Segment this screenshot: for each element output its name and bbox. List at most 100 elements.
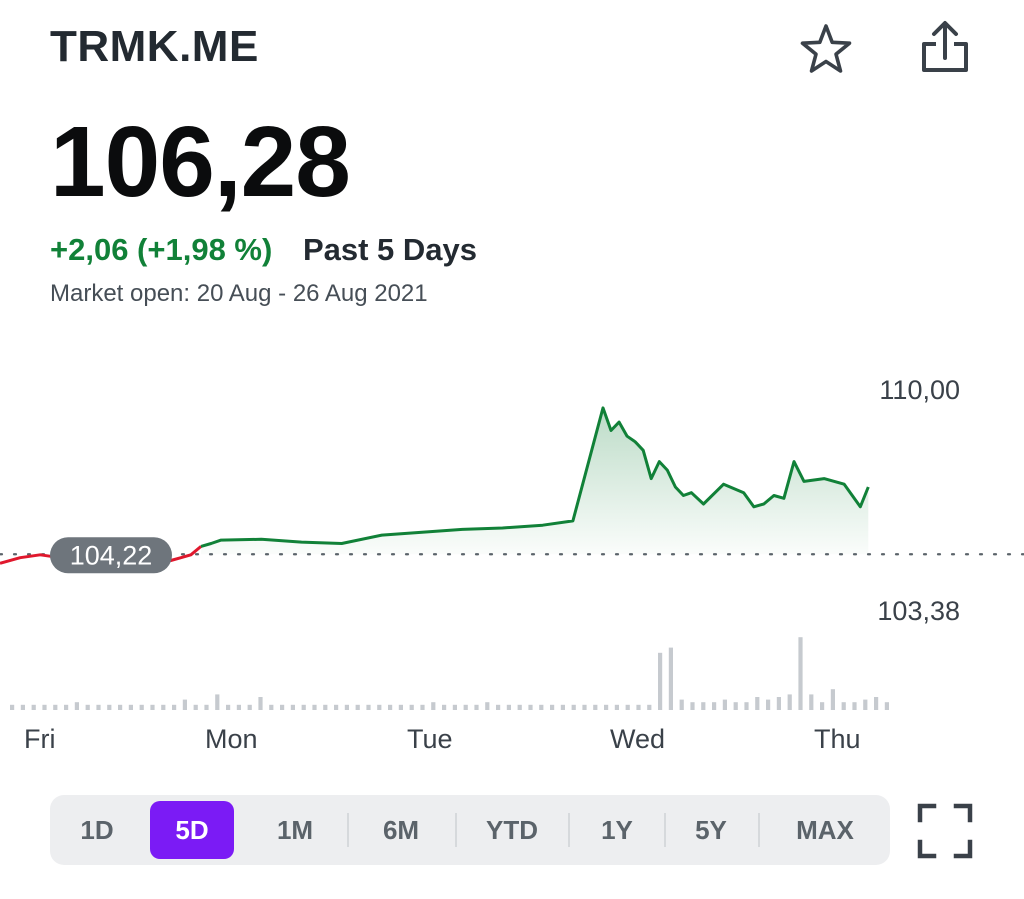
volume-bar (118, 704, 123, 710)
volume-bar (733, 702, 738, 710)
tab-separator (455, 813, 457, 847)
volume-bar (150, 704, 155, 710)
volume-bar (539, 704, 544, 710)
volume-bar (614, 704, 619, 710)
volume-bar (820, 702, 825, 710)
volume-bar (409, 704, 414, 710)
volume-bar (442, 704, 447, 710)
volume-bar (582, 704, 587, 710)
volume-bar (496, 704, 501, 710)
volume-bar (172, 704, 177, 710)
volume-bar (668, 647, 673, 710)
chart-area-fill (201, 407, 869, 555)
volume-bar (269, 704, 274, 710)
expand-icon (917, 803, 973, 859)
volume-bar (506, 704, 511, 710)
volume-bar (420, 704, 425, 710)
volume-bar (388, 704, 393, 710)
volume-bar (377, 704, 382, 710)
range-tab-6m[interactable]: 6M (382, 815, 420, 845)
volume-bar (852, 702, 857, 710)
tab-separator (347, 813, 349, 847)
range-tab-5y[interactable]: 5Y (695, 815, 727, 845)
price-change: +2,06 (+1,98 %) (50, 232, 273, 267)
volume-bar (604, 704, 609, 710)
volume-bar (312, 704, 317, 710)
volume-bar (679, 699, 684, 710)
volume-bar (766, 699, 771, 710)
volume-bar (776, 697, 781, 710)
price-line-above-close (200, 406, 870, 548)
volume-bar (139, 704, 144, 710)
volume-bar (247, 704, 252, 710)
period-label: Past 5 Days (302, 232, 478, 267)
volume-bar (744, 702, 749, 710)
volume-bar (755, 697, 760, 710)
volume-bar (74, 702, 79, 710)
volume-bar (560, 704, 565, 710)
volume-bar (712, 702, 717, 710)
volume-bar (550, 704, 555, 710)
volume-bar (226, 704, 231, 710)
volume-bar (690, 702, 695, 710)
volume-bar (798, 637, 803, 710)
x-tick-label: Wed (610, 724, 665, 754)
volume-bar (787, 694, 792, 710)
volume-bar (647, 704, 652, 710)
favorite-button[interactable] (796, 20, 856, 80)
volume-bar (128, 704, 133, 710)
x-tick-label: Mon (205, 724, 258, 754)
volume-bar (830, 689, 835, 710)
volume-bar (182, 699, 187, 710)
volume-bar (301, 704, 306, 710)
change-row: +2,06 (+1,98 %) Past 5 Days (50, 232, 477, 268)
volume-bar (366, 704, 371, 710)
volume-bar (236, 704, 241, 710)
range-tab-5d[interactable]: 5D (150, 801, 234, 859)
volume-bar (636, 704, 641, 710)
volume-bar (20, 704, 25, 710)
share-button[interactable] (914, 18, 976, 80)
volume-bar (258, 697, 263, 710)
volume-bar (290, 704, 295, 710)
volume-bar (398, 704, 403, 710)
y-tick-label: 110,00 (879, 375, 960, 405)
x-tick-label: Thu (814, 724, 861, 754)
volume-bar (204, 704, 209, 710)
range-tab-1m[interactable]: 1M (276, 815, 314, 845)
range-tab-1d[interactable]: 1D (80, 815, 114, 845)
volume-bar (42, 704, 47, 710)
price-chart[interactable]: 104,22 110,00 103,38 Fri Mon Tue Wed Thu (0, 360, 1024, 780)
range-tab-ytd[interactable]: YTD (486, 815, 538, 845)
volume-bar (64, 704, 69, 710)
volume-bar (344, 704, 349, 710)
volume-bar (10, 704, 15, 710)
volume-bar (215, 694, 220, 710)
volume-bar (96, 704, 101, 710)
volume-bar (593, 704, 598, 710)
volume-bar (431, 702, 436, 710)
volume-bar (841, 702, 846, 710)
range-tab-max[interactable]: MAX (796, 815, 854, 845)
share-icon (922, 21, 968, 72)
range-tab-1y[interactable]: 1Y (601, 815, 633, 845)
volume-bar (658, 652, 663, 710)
star-icon (800, 24, 852, 73)
volume-bar (355, 704, 360, 710)
volume-bar (323, 704, 328, 710)
volume-bar (474, 704, 479, 710)
previous-close-pill (50, 537, 172, 574)
volume-bar (884, 702, 889, 710)
previous-close-label: 104,22 (70, 540, 153, 570)
volume-bar (107, 704, 112, 710)
volume-bar (193, 704, 198, 710)
volume-bar (334, 704, 339, 710)
volume-bar (161, 704, 166, 710)
volume-bar (625, 704, 630, 710)
volume-bar (485, 702, 490, 710)
range-selector: 1D 5D 1M 6M YTD 1Y 5Y MAX (50, 795, 890, 865)
volume-bar (517, 704, 522, 710)
tab-separator (664, 813, 666, 847)
fullscreen-button[interactable] (912, 798, 978, 864)
volume-bar (31, 704, 36, 710)
